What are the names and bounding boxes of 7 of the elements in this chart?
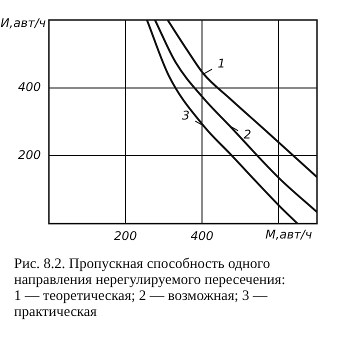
text: 1 — теоретическая; 2 — возможная; 3 — практическая	[14, 288, 268, 320]
x-axis-title: М,авт/ч	[265, 228, 312, 242]
legend-label: 2	[244, 128, 252, 142]
legend-label: 1	[218, 56, 226, 70]
text: Рис. 8.2. Пропускная способность одного направления нерегулируемого пересечения:	[14, 256, 286, 288]
y-axis-title: И,авт/ч	[0, 16, 46, 30]
series-label: 3	[182, 108, 190, 122]
